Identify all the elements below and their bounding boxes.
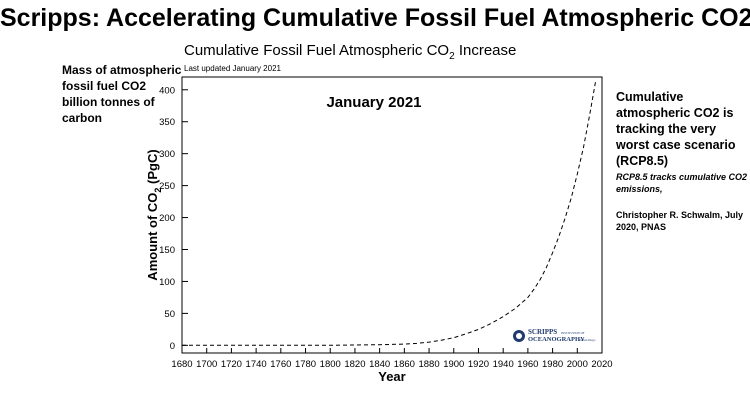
y-tick-label: 250 (159, 181, 175, 192)
x-tick-label: 1800 (320, 359, 341, 370)
x-tick-label: 1760 (270, 359, 291, 370)
chart-title-suffix: Increase (454, 42, 517, 59)
right-note: Cumulative atmospheric CO2 is tracking t… (616, 90, 736, 168)
y-axis-title-text: Amount of CO (145, 193, 160, 281)
main-title: Scripps: Accelerating Cumulative Fossil … (0, 4, 750, 32)
x-axis: 1680 1700 1720 1740 1760 1780 1800 1820 1840 1860… (171, 348, 613, 370)
y-tick-label: 350 (159, 117, 175, 128)
scripps-logo: SCRIPPS INSTITUTION OF OCEANOGRAPHY UC S… (513, 328, 596, 343)
plot-frame (181, 76, 603, 354)
x-tick-label: 1680 (171, 359, 192, 370)
x-tick-label: 1960 (517, 359, 538, 370)
x-tick-label: 2000 (567, 359, 588, 370)
x-tick-label: 1740 (246, 359, 267, 370)
chart-title: Cumulative Fossil Fuel Atmospheric CO2 I… (184, 42, 516, 62)
y-tick-label: 150 (159, 245, 175, 256)
left-note: Mass of atmospheric fossil fuel CO2 bill… (62, 63, 182, 125)
cumulative-co2-line (182, 80, 597, 346)
x-tick-label: 1920 (468, 359, 489, 370)
y-axis-title-subscript: 2 (153, 188, 163, 193)
x-tick-label: 1980 (542, 359, 563, 370)
x-tick-label: 1700 (196, 359, 217, 370)
last-updated-note: Last updated January 2021 (184, 64, 281, 73)
x-tick-label: 1820 (344, 359, 365, 370)
y-tick-label: 50 (164, 309, 175, 320)
chart-title-text: Cumulative Fossil Fuel Atmospheric CO (184, 42, 450, 59)
x-tick-label: 1840 (369, 359, 390, 370)
y-tick-label: 400 (159, 85, 175, 96)
y-tick-label: 300 (159, 149, 175, 160)
logo-small-caps: INSTITUTION OF (561, 331, 585, 335)
chart-annotation: January 2021 (326, 94, 421, 111)
y-axis-title-unit: (PgC) (145, 149, 160, 187)
y-tick-label: 100 (159, 277, 175, 288)
y-tick-label: 0 (170, 341, 175, 352)
x-tick-label: 1860 (394, 359, 415, 370)
logo-name: SCRIPPS (528, 328, 557, 336)
x-tick-label: 1900 (443, 359, 464, 370)
y-tick-label: 200 (159, 213, 175, 224)
x-tick-label: 1780 (295, 359, 316, 370)
logo-emblem-inner-icon (516, 333, 522, 339)
logo-tag: UC San Diego (578, 338, 596, 342)
x-axis-title: Year (378, 369, 405, 384)
x-tick-label: 1720 (221, 359, 242, 370)
x-tick-label: 1880 (418, 359, 439, 370)
chart-title-subscript: 2 (449, 51, 455, 62)
logo-subname: OCEANOGRAPHY (528, 336, 585, 343)
right-note-sub: RCP8.5 tracks cumulative CO2 emissions, (616, 172, 748, 194)
y-axis: 0 50 100 150 200 250 300 350 400 (159, 85, 188, 352)
x-tick-label: 2020 (591, 359, 612, 370)
x-tick-label: 1940 (493, 359, 514, 370)
right-note-citation: Christopher R. Schwalm, July 2020, PNAS (616, 210, 744, 232)
y-axis-title: Amount of CO2 (PgC) (145, 149, 163, 280)
